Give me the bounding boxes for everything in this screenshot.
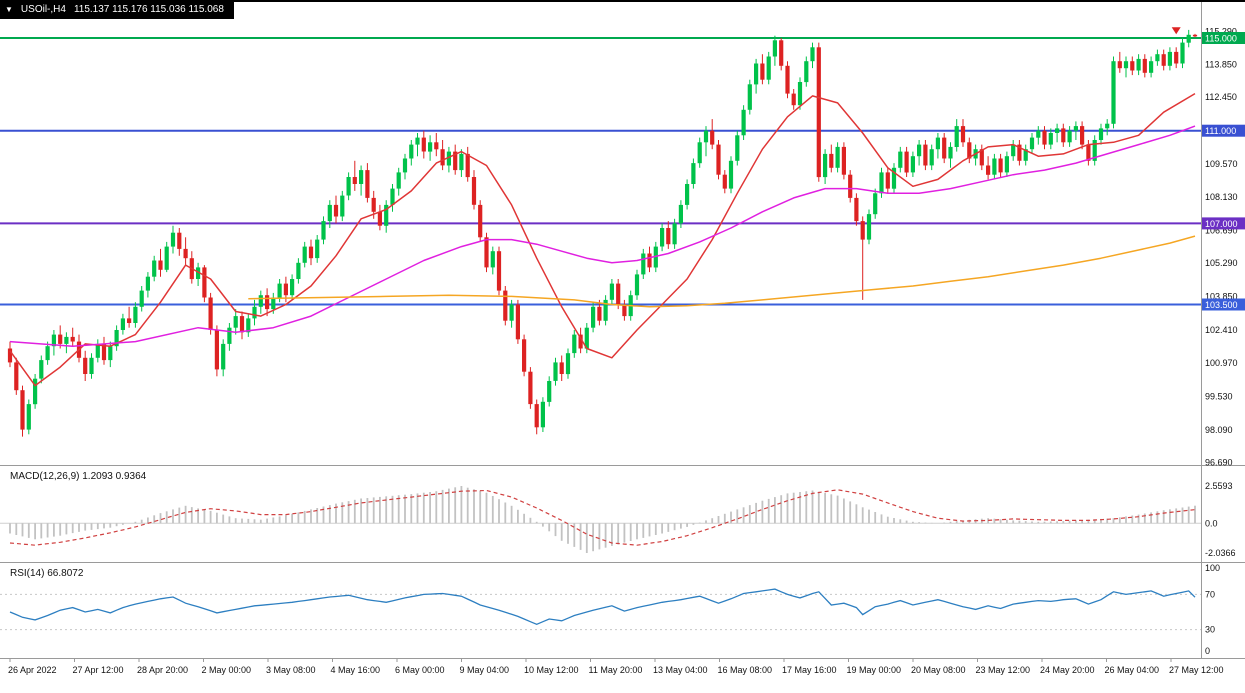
- sell-arrow-icon: [1171, 27, 1181, 35]
- svg-text:113.850: 113.850: [1205, 60, 1237, 70]
- svg-text:70: 70: [1205, 589, 1215, 599]
- svg-text:2.5593: 2.5593: [1205, 481, 1233, 491]
- collapse-triangle-icon[interactable]: ▼: [5, 5, 13, 14]
- time-label: 27 May 12:00: [1169, 665, 1224, 675]
- time-label: 28 Apr 20:00: [137, 665, 188, 675]
- time-label: 20 May 08:00: [911, 665, 966, 675]
- svg-text:112.450: 112.450: [1205, 92, 1237, 102]
- rsi-panel: RSI(14) 66.8072 100 70 30 0: [0, 563, 1220, 656]
- macd-panel: MACD(12,26,9) 1.2093 0.9364 2.5593 0.0 -2.0…: [0, 471, 1236, 558]
- time-label: 23 May 12:00: [976, 665, 1031, 675]
- svg-text:103.850: 103.850: [1205, 291, 1238, 301]
- price-axis: 115.290 113.850 112.450 109.570 108.130 106.6…: [1202, 26, 1245, 467]
- ma-slow-orange: [248, 235, 1196, 308]
- time-label: 9 May 04:00: [460, 665, 510, 675]
- time-label: 11 May 20:00: [589, 665, 643, 675]
- price-badge-111.000: [1202, 124, 1245, 137]
- ohlc-quote-label: 115.137 115.176 115.036 115.068: [73, 4, 224, 15]
- svg-text:106.690: 106.690: [1205, 226, 1238, 236]
- price-badge-115.000: [1202, 32, 1245, 44]
- symbol-period-label: USOil-,H4: [20, 4, 66, 15]
- svg-text:102.410: 102.410: [1205, 325, 1238, 335]
- svg-text:111.000: 111.000: [1205, 126, 1236, 136]
- svg-text:0.0: 0.0: [1205, 518, 1218, 528]
- svg-text:30: 30: [1205, 625, 1215, 635]
- price-badge-107.000: [1202, 217, 1245, 230]
- svg-text:109.570: 109.570: [1205, 159, 1238, 169]
- svg-text:96.690: 96.690: [1205, 457, 1233, 467]
- time-label: 6 May 00:00: [395, 665, 445, 675]
- svg-text:100: 100: [1205, 563, 1220, 573]
- ma-fast-red: [9, 92, 1196, 387]
- svg-text:103.500: 103.500: [1205, 300, 1238, 310]
- chart-title-chip: ▼ USOil-,H4 115.137 115.176 115.036 115.…: [0, 2, 234, 19]
- time-label: 2 May 00:00: [202, 665, 252, 675]
- time-label: 26 May 04:00: [1105, 665, 1160, 675]
- time-label: 13 May 04:00: [653, 665, 708, 675]
- macd-signal-line: [9, 489, 1196, 546]
- main-price-panel: [0, 27, 1201, 437]
- svg-text:107.000: 107.000: [1205, 219, 1238, 229]
- time-label: 24 May 20:00: [1040, 665, 1095, 675]
- time-label: 4 May 16:00: [331, 665, 381, 675]
- svg-text:0: 0: [1205, 646, 1210, 656]
- time-label: 19 May 00:00: [847, 665, 902, 675]
- time-label: 3 May 08:00: [266, 665, 316, 675]
- time-label: 16 May 08:00: [718, 665, 773, 675]
- svg-text:98.090: 98.090: [1205, 425, 1233, 435]
- ma-medium-magenta: [9, 125, 1196, 347]
- time-label: 26 Apr 2022: [8, 665, 57, 675]
- time-label: 10 May 12:00: [524, 665, 579, 675]
- rsi-line: [9, 588, 1196, 626]
- price-badge-103.500: [1202, 298, 1245, 311]
- svg-text:115.000: 115.000: [1205, 34, 1237, 44]
- time-label: 27 Apr 12:00: [73, 665, 124, 675]
- svg-text:108.130: 108.130: [1205, 192, 1238, 202]
- svg-text:-2.0366: -2.0366: [1205, 548, 1236, 558]
- svg-text:99.530: 99.530: [1205, 392, 1233, 402]
- macd-label: MACD(12,26,9) 1.2093 0.9364: [10, 471, 147, 482]
- svg-text:100.970: 100.970: [1205, 358, 1238, 368]
- time-axis: 26 Apr 2022 27 Apr 12:00 28 Apr 20:00 2 May…: [8, 659, 1224, 675]
- svg-text:115.290: 115.290: [1205, 26, 1237, 36]
- rsi-label: RSI(14) 66.8072: [10, 568, 84, 579]
- svg-text:105.290: 105.290: [1205, 258, 1238, 268]
- time-label: 17 May 16:00: [782, 665, 837, 675]
